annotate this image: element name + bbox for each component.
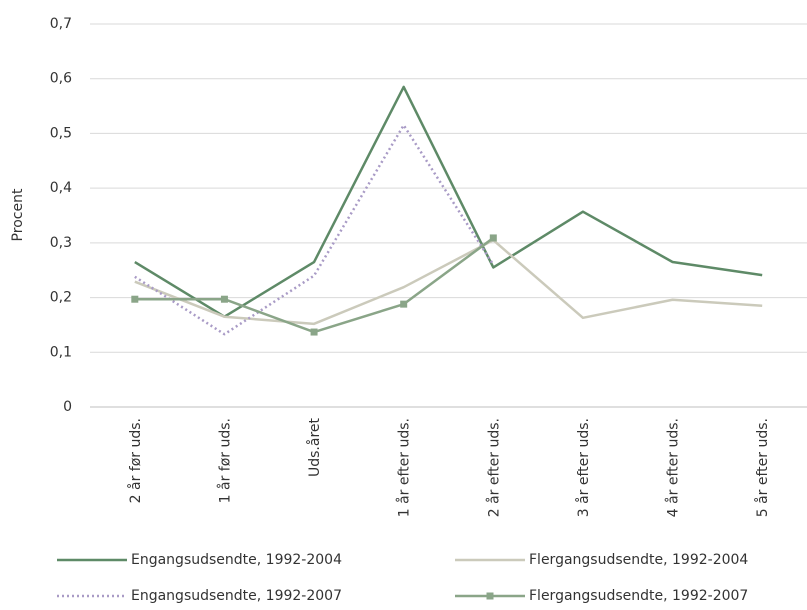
x-tick-label: 5 år efter uds. xyxy=(754,418,771,517)
x-tick-label: 2 år efter uds. xyxy=(485,418,502,517)
legend-label: Engangsudsendte, 1992-2004 xyxy=(131,552,342,568)
y-tick-label: 0,3 xyxy=(50,235,72,251)
y-axis-label: Procent xyxy=(10,188,26,241)
line-series xyxy=(134,85,763,318)
x-tick-label: 4 år efter uds. xyxy=(665,418,682,517)
y-tick-label: 0 xyxy=(63,399,72,415)
point-marker xyxy=(310,328,318,336)
point-marker xyxy=(400,300,408,308)
line-series xyxy=(134,236,495,334)
y-tick-label: 0,4 xyxy=(50,180,72,196)
x-tick-label: 2 år før uds. xyxy=(127,418,144,503)
x-tick-label: Uds.året xyxy=(306,417,323,477)
legend-marker xyxy=(486,592,494,600)
x-tick-label: 3 år efter uds. xyxy=(575,418,592,517)
y-tick-label: 0,1 xyxy=(50,344,72,360)
point-marker xyxy=(489,234,497,242)
x-tick-label: 1 år før uds. xyxy=(216,418,233,503)
line-series xyxy=(134,238,763,326)
line-series xyxy=(134,123,495,336)
y-tick-label: 0,6 xyxy=(50,71,72,87)
legend-label: Flergangsudsendte, 1992-2007 xyxy=(529,588,748,604)
legend-label: Flergangsudsendte, 1992-2004 xyxy=(529,552,748,568)
point-marker xyxy=(220,295,228,303)
y-tick-label: 0,2 xyxy=(50,290,72,306)
y-tick-label: 0,5 xyxy=(50,125,72,141)
x-tick-label: 1 år efter uds. xyxy=(396,418,413,517)
legend-label: Engangsudsendte, 1992-2007 xyxy=(131,588,342,604)
point-marker xyxy=(131,295,139,303)
y-tick-label: 0,7 xyxy=(50,16,72,32)
